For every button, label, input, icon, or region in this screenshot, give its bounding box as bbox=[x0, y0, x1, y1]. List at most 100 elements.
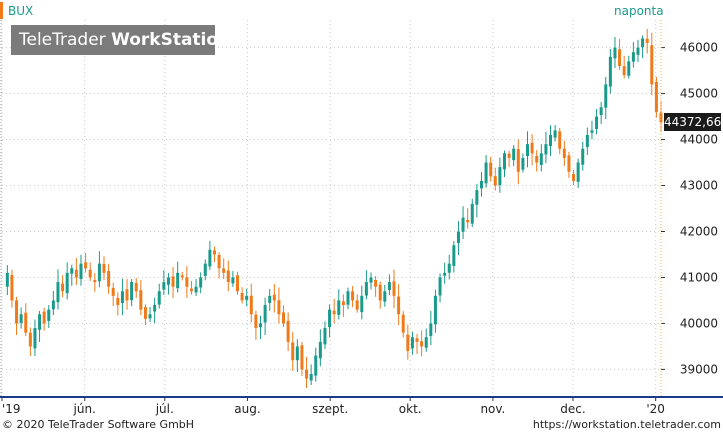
x-tick-label: dec. bbox=[560, 402, 585, 416]
candle-body bbox=[74, 269, 78, 278]
candle-body bbox=[226, 270, 230, 283]
candle-body bbox=[599, 107, 603, 115]
watermark-product: WorkStation bbox=[111, 30, 231, 50]
candle-body bbox=[526, 144, 530, 157]
candle-body bbox=[397, 296, 401, 315]
candle-body bbox=[562, 148, 566, 158]
candle-body bbox=[153, 305, 157, 312]
candle-body bbox=[360, 295, 364, 313]
candle-body bbox=[42, 311, 46, 324]
candle-body bbox=[410, 337, 414, 349]
candle-body bbox=[176, 272, 180, 289]
candle-body bbox=[627, 61, 631, 76]
candle-body bbox=[659, 112, 663, 123]
candle-body bbox=[38, 314, 42, 330]
candle-body bbox=[613, 47, 617, 59]
candle-body bbox=[641, 38, 645, 48]
candle-body bbox=[369, 277, 373, 283]
candle-body bbox=[479, 180, 483, 189]
candle-body bbox=[535, 155, 539, 163]
candle-body bbox=[424, 337, 428, 348]
y-tick-label: 44000 bbox=[680, 133, 718, 147]
candle-body bbox=[484, 162, 488, 184]
candle-body bbox=[493, 176, 497, 186]
period-label[interactable]: naponta bbox=[614, 4, 664, 18]
candle-body bbox=[139, 290, 143, 310]
candle-body bbox=[305, 369, 309, 379]
candle-body bbox=[475, 190, 479, 205]
candle-body bbox=[111, 287, 115, 296]
candle-body bbox=[572, 174, 576, 181]
y-tick-label: 39000 bbox=[680, 362, 718, 376]
x-tick-label: júl. bbox=[155, 402, 174, 416]
candle-body bbox=[199, 277, 203, 288]
candle-body bbox=[604, 84, 608, 108]
candle-body bbox=[318, 341, 322, 359]
candle-body bbox=[15, 300, 19, 324]
symbol-label: BUX bbox=[8, 4, 34, 18]
candle-body bbox=[51, 300, 55, 310]
candle-body bbox=[544, 144, 548, 155]
candle-body bbox=[33, 328, 37, 349]
candle-body bbox=[231, 277, 235, 284]
candle-body bbox=[595, 116, 599, 130]
candle-body bbox=[309, 374, 313, 381]
candle-body bbox=[489, 162, 493, 177]
candle-body bbox=[300, 345, 304, 370]
candle-body bbox=[240, 292, 244, 301]
candle-body bbox=[65, 272, 69, 294]
footer-copyright: © 2020 TeleTrader Software GmbH bbox=[2, 418, 195, 431]
candle-body bbox=[443, 272, 447, 276]
candle-body bbox=[539, 153, 543, 165]
candle-body bbox=[157, 291, 161, 305]
candle-body bbox=[553, 130, 557, 138]
candle-body bbox=[203, 263, 207, 276]
candle-body bbox=[259, 323, 263, 328]
candle-body bbox=[429, 323, 433, 337]
candle-body bbox=[130, 282, 134, 301]
candle-body bbox=[97, 263, 101, 282]
candle-body bbox=[461, 217, 465, 232]
candle-body bbox=[208, 249, 212, 267]
footer-url[interactable]: https://workstation.teletrader.com bbox=[532, 418, 721, 431]
candle-body bbox=[282, 312, 286, 324]
candle-body bbox=[447, 263, 451, 273]
candle-body bbox=[143, 307, 147, 319]
candle-body bbox=[24, 312, 28, 333]
candle-body bbox=[549, 134, 553, 147]
candle-body bbox=[185, 277, 189, 287]
candle-body bbox=[254, 314, 258, 329]
candle-body bbox=[314, 355, 318, 376]
candle-body bbox=[189, 288, 193, 292]
candle-body bbox=[507, 153, 511, 158]
candle-body bbox=[93, 279, 97, 283]
candle-body bbox=[420, 341, 424, 347]
candle-body bbox=[56, 282, 60, 303]
candle-body bbox=[631, 52, 635, 62]
candle-body bbox=[618, 49, 622, 66]
candle-body bbox=[558, 131, 562, 149]
candle-body bbox=[116, 297, 120, 306]
candle-body bbox=[84, 262, 88, 269]
y-tick-label: 42000 bbox=[680, 224, 718, 238]
candle-body bbox=[415, 338, 419, 342]
candle-body bbox=[401, 314, 405, 333]
candle-body bbox=[222, 268, 226, 273]
candle-body bbox=[351, 291, 355, 301]
watermark-brand: TeleTrader bbox=[19, 30, 106, 50]
candle-body bbox=[452, 245, 456, 266]
candle-body bbox=[19, 314, 23, 323]
candle-body bbox=[323, 328, 327, 345]
y-tick-label: 40000 bbox=[680, 316, 718, 330]
candle-body bbox=[272, 294, 276, 301]
candle-body bbox=[392, 281, 396, 296]
candle-body bbox=[654, 81, 658, 112]
candle-body bbox=[125, 289, 129, 301]
candle-body bbox=[47, 309, 51, 321]
candle-body bbox=[263, 305, 267, 323]
candle-body bbox=[235, 275, 239, 292]
candle-body bbox=[88, 269, 92, 278]
candle-body bbox=[107, 270, 111, 287]
candle-body bbox=[636, 47, 640, 55]
